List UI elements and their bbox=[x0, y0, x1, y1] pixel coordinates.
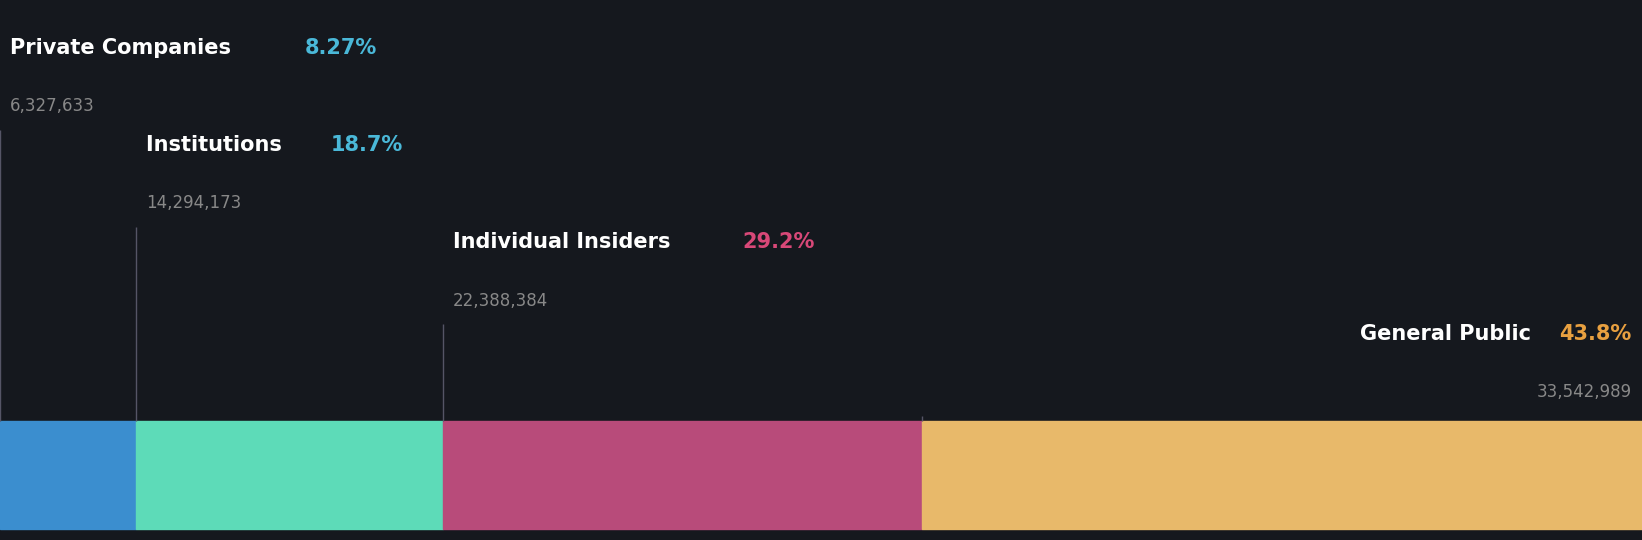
Text: 8.27%: 8.27% bbox=[304, 38, 376, 58]
Text: Individual Insiders: Individual Insiders bbox=[453, 232, 678, 252]
Text: 22,388,384: 22,388,384 bbox=[453, 292, 548, 309]
Text: General Public: General Public bbox=[1360, 324, 1539, 344]
Text: Institutions: Institutions bbox=[146, 135, 289, 155]
Bar bbox=[923, 421, 1642, 529]
Text: 43.8%: 43.8% bbox=[1560, 324, 1632, 344]
Text: 33,542,989: 33,542,989 bbox=[1537, 383, 1632, 401]
Text: 6,327,633: 6,327,633 bbox=[10, 97, 95, 115]
Bar bbox=[0, 421, 136, 529]
Text: Private Companies: Private Companies bbox=[10, 38, 238, 58]
Bar bbox=[136, 421, 443, 529]
Bar bbox=[443, 421, 923, 529]
Text: 29.2%: 29.2% bbox=[742, 232, 814, 252]
Text: 14,294,173: 14,294,173 bbox=[146, 194, 241, 212]
Text: 18.7%: 18.7% bbox=[330, 135, 402, 155]
